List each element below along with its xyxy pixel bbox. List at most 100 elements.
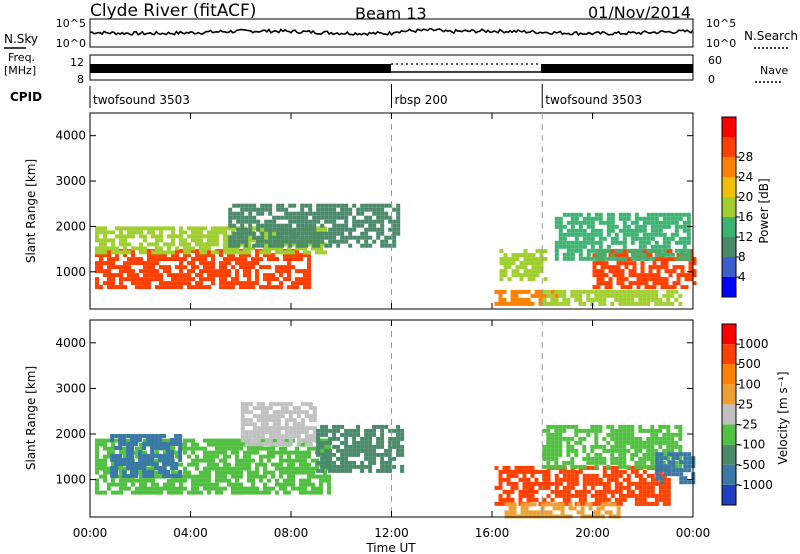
power-data-cell — [215, 242, 219, 247]
power-data-cell — [287, 273, 291, 278]
power-data-cell — [642, 220, 647, 225]
velocity-data-cell — [626, 424, 631, 429]
power-data-cell — [256, 239, 261, 244]
power-data-cell — [594, 216, 599, 221]
velocity-data-cell — [542, 428, 547, 433]
power-data-cell — [207, 238, 211, 243]
power-data-cell — [179, 281, 183, 286]
power-data-cell — [299, 281, 303, 286]
velocity-data-cell — [574, 440, 579, 445]
power-data-cell — [340, 203, 345, 208]
velocity-data-cell — [662, 501, 667, 506]
velocity-data-cell — [319, 474, 323, 479]
power-data-cell — [578, 256, 583, 261]
velocity-data-cell — [662, 432, 667, 437]
power-data-cell — [207, 249, 211, 254]
velocity-data-cell — [251, 482, 255, 487]
power-data-cell — [267, 277, 271, 282]
velocity-data-cell — [514, 485, 519, 490]
velocity-data-cell — [670, 448, 675, 453]
velocity-data-cell — [578, 428, 583, 433]
power-data-cell — [586, 216, 591, 221]
power-data-cell — [562, 297, 567, 302]
power-data-cell — [107, 257, 111, 262]
power-data-cell — [135, 285, 139, 290]
velocity-data-cell — [658, 473, 663, 478]
power-data-cell — [578, 252, 583, 257]
velocity-data-cell — [528, 502, 533, 507]
velocity-data-cell — [598, 497, 603, 502]
power-data-cell — [622, 297, 627, 302]
power-data-cell — [539, 265, 544, 270]
power-data-cell — [163, 242, 167, 247]
velocity-data-cell — [122, 458, 127, 462]
power-data-cell — [243, 273, 247, 278]
power-data-cell — [622, 301, 627, 306]
velocity-data-cell — [578, 464, 583, 469]
power-data-cell — [550, 289, 555, 294]
power-data-cell — [111, 242, 115, 247]
power-data-cell — [640, 273, 645, 278]
power-data-cell — [586, 256, 591, 261]
power-data-cell — [324, 231, 329, 236]
velocity-data-cell — [622, 485, 627, 490]
velocity-data-cell — [518, 465, 523, 470]
power-data-cell — [531, 277, 536, 282]
power-data-cell — [143, 246, 147, 251]
velocity-data-cell — [299, 466, 303, 471]
velocity-data-cell — [240, 438, 245, 443]
power-data-cell — [380, 227, 385, 232]
velocity-data-cell — [494, 485, 499, 490]
power-data-cell — [324, 203, 329, 208]
power-data-cell — [634, 212, 639, 217]
velocity-data-cell — [134, 470, 139, 474]
velocity-data-cell — [578, 469, 583, 474]
power-data-cell — [604, 281, 609, 286]
power-data-cell — [179, 238, 183, 243]
nave-tick-bottom: 0 — [708, 73, 715, 86]
velocity-data-cell — [602, 456, 607, 461]
velocity-data-cell — [231, 442, 235, 447]
velocity-data-cell — [498, 477, 503, 482]
velocity-data-cell — [622, 452, 627, 457]
power-data-cell — [139, 257, 143, 262]
velocity-data-cell — [123, 454, 127, 459]
velocity-data-cell — [666, 444, 671, 449]
velocity-data-cell — [626, 440, 631, 445]
power-data-cell — [678, 248, 683, 253]
velocity-data-cell — [550, 424, 555, 429]
power-data-cell — [598, 244, 603, 249]
power-data-cell — [530, 301, 535, 306]
power-data-cell — [279, 269, 283, 274]
power-data-cell — [574, 289, 579, 294]
velocity-data-cell — [316, 468, 321, 473]
power-data-cell — [598, 289, 603, 294]
power-data-cell — [107, 285, 111, 290]
power-data-cell — [264, 227, 269, 232]
velocity-data-cell — [372, 460, 377, 465]
velocity-y-tick-label: 4000 — [55, 336, 86, 350]
power-data-cell — [175, 253, 179, 258]
velocity-data-cell — [634, 444, 639, 449]
velocity-data-cell — [646, 456, 651, 461]
velocity-data-cell — [255, 450, 259, 455]
power-data-cell — [287, 250, 291, 255]
velocity-data-cell — [646, 440, 651, 445]
power-data-cell — [300, 239, 305, 244]
velocity-data-cell — [655, 476, 660, 481]
power-data-cell — [336, 211, 341, 216]
power-data-cell — [167, 281, 171, 286]
power-data-cell — [232, 243, 237, 248]
velocity-data-cell — [348, 448, 353, 453]
velocity-data-cell — [612, 502, 617, 507]
velocity-data-cell — [211, 482, 215, 487]
velocity-data-cell — [582, 485, 587, 490]
velocity-data-cell — [284, 410, 289, 415]
velocity-data-cell — [291, 474, 295, 479]
velocity-data-cell — [556, 514, 561, 519]
power-data-cell — [211, 269, 215, 274]
velocity-data-cell — [95, 466, 99, 471]
power-data-cell — [279, 285, 283, 290]
velocity-data-cell — [163, 482, 167, 487]
power-data-cell — [392, 239, 397, 244]
